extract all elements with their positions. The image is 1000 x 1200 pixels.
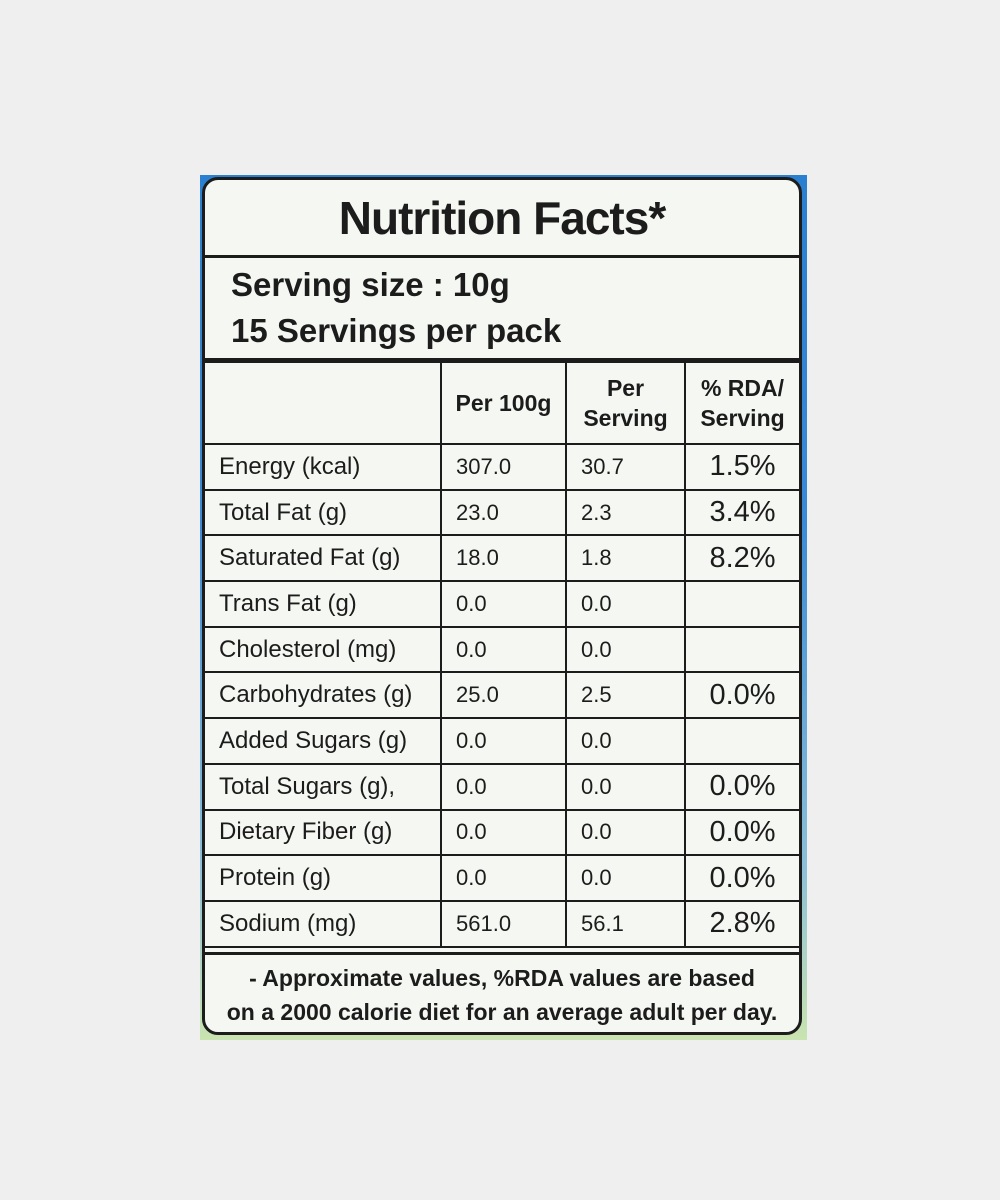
value-rda: 3.4%: [684, 488, 799, 537]
value-per-100g: 0.0: [440, 808, 567, 857]
nutrient-name: Protein (g): [205, 854, 442, 902]
value-per-100g: 0.0: [440, 580, 567, 628]
table-row: Cholesterol (mg) 0.0 0.0: [205, 625, 799, 674]
header-per-serving: Per Serving: [565, 361, 686, 445]
nutrient-name: Carbohydrates (g): [205, 671, 442, 720]
footnote: - Approximate values, %RDA values are ba…: [205, 952, 799, 1032]
header-per-100g: Per 100g: [440, 361, 567, 445]
value-rda: 0.0%: [684, 854, 799, 902]
value-per-100g: 18.0: [440, 534, 567, 583]
value-rda: [684, 580, 799, 628]
serving-info: Serving size : 10g 15 Servings per pack: [205, 258, 799, 361]
nutrient-name: Saturated Fat (g): [205, 534, 442, 583]
value-per-serving: 0.0: [565, 808, 686, 857]
value-per-serving: 30.7: [565, 443, 686, 491]
table-row: Carbohydrates (g) 25.0 2.5 0.0%: [205, 671, 799, 720]
serving-size: Serving size : 10g: [231, 266, 510, 303]
nutrient-name: Added Sugars (g): [205, 717, 442, 765]
table-row: Sodium (mg) 561.0 56.1 2.8%: [205, 899, 799, 948]
value-per-serving: 0.0: [565, 580, 686, 628]
nutrient-name: Total Sugars (g),: [205, 762, 442, 811]
table-row: Total Sugars (g), 0.0 0.0 0.0%: [205, 762, 799, 811]
value-rda: 8.2%: [684, 534, 799, 583]
header-nutrient: [205, 361, 442, 445]
header-rda-per-serving: % RDA/ Serving: [684, 361, 799, 445]
value-per-serving: 56.1: [565, 899, 686, 948]
label-title: Nutrition Facts*: [205, 180, 799, 258]
servings-per-pack: 15 Servings per pack: [231, 312, 562, 349]
value-per-100g: 561.0: [440, 899, 567, 948]
nutrition-label: Nutrition Facts* Serving size : 10g 15 S…: [202, 177, 802, 1035]
value-per-serving: 1.8: [565, 534, 686, 583]
table-row: Dietary Fiber (g) 0.0 0.0 0.0%: [205, 808, 799, 857]
table-row: Saturated Fat (g) 18.0 1.8 8.2%: [205, 534, 799, 583]
value-rda: [684, 717, 799, 765]
table-row: Added Sugars (g) 0.0 0.0: [205, 717, 799, 765]
nutrient-name: Cholesterol (mg): [205, 625, 442, 674]
value-per-serving: 2.5: [565, 671, 686, 720]
nutrient-name: Dietary Fiber (g): [205, 808, 442, 857]
value-per-serving: 0.0: [565, 625, 686, 674]
value-per-serving: 2.3: [565, 488, 686, 537]
value-per-serving: 0.0: [565, 717, 686, 765]
value-per-100g: 23.0: [440, 488, 567, 537]
nutrient-name: Trans Fat (g): [205, 580, 442, 628]
nutrient-name: Energy (kcal): [205, 443, 442, 491]
table-row: Energy (kcal) 307.0 30.7 1.5%: [205, 443, 799, 491]
nutrient-name: Sodium (mg): [205, 899, 442, 948]
value-per-100g: 0.0: [440, 717, 567, 765]
value-per-serving: 0.0: [565, 762, 686, 811]
nutrition-table: Per 100g Per Serving % RDA/ Serving Ener…: [205, 361, 799, 948]
value-rda: [684, 625, 799, 674]
value-per-100g: 0.0: [440, 854, 567, 902]
table-row: Protein (g) 0.0 0.0 0.0%: [205, 854, 799, 902]
value-per-100g: 307.0: [440, 443, 567, 491]
value-rda: 2.8%: [684, 899, 799, 948]
value-per-100g: 0.0: [440, 625, 567, 674]
footnote-line-1: - Approximate values, %RDA values are ba…: [249, 965, 755, 991]
value-rda: 0.0%: [684, 762, 799, 811]
value-per-100g: 0.0: [440, 762, 567, 811]
value-rda: 0.0%: [684, 808, 799, 857]
table-row: Trans Fat (g) 0.0 0.0: [205, 580, 799, 628]
footnote-line-2: on a 2000 calorie diet for an average ad…: [226, 999, 778, 1025]
table-header-row: Per 100g Per Serving % RDA/ Serving: [205, 361, 799, 445]
value-per-100g: 25.0: [440, 671, 567, 720]
nutrient-name: Total Fat (g): [205, 488, 442, 537]
value-per-serving: 0.0: [565, 854, 686, 902]
value-rda: 0.0%: [684, 671, 799, 720]
value-rda: 1.5%: [684, 443, 799, 491]
table-row: Total Fat (g) 23.0 2.3 3.4%: [205, 488, 799, 537]
